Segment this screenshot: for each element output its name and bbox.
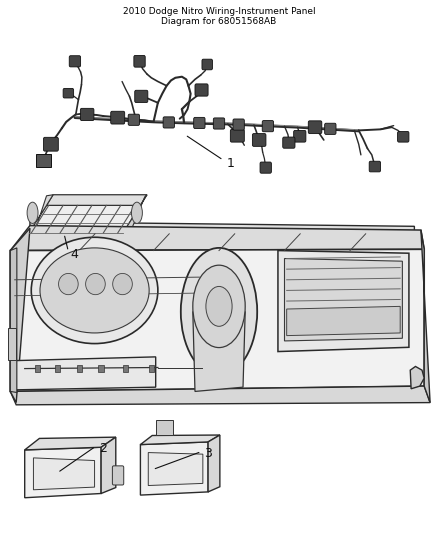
Polygon shape bbox=[278, 251, 409, 352]
Text: 1: 1 bbox=[227, 157, 235, 170]
FancyBboxPatch shape bbox=[262, 120, 274, 132]
FancyBboxPatch shape bbox=[111, 111, 125, 124]
Bar bbox=[77, 366, 82, 372]
FancyBboxPatch shape bbox=[202, 59, 212, 70]
FancyBboxPatch shape bbox=[194, 117, 205, 128]
FancyBboxPatch shape bbox=[43, 138, 58, 151]
Polygon shape bbox=[11, 386, 430, 405]
FancyBboxPatch shape bbox=[308, 121, 322, 134]
FancyBboxPatch shape bbox=[134, 55, 145, 67]
Ellipse shape bbox=[27, 202, 38, 223]
Polygon shape bbox=[285, 259, 403, 341]
Polygon shape bbox=[11, 225, 424, 251]
FancyBboxPatch shape bbox=[260, 162, 272, 173]
Bar bbox=[149, 366, 154, 372]
Polygon shape bbox=[123, 195, 147, 248]
Polygon shape bbox=[141, 442, 208, 495]
Polygon shape bbox=[25, 437, 116, 450]
FancyBboxPatch shape bbox=[230, 130, 244, 142]
Polygon shape bbox=[410, 367, 424, 389]
Ellipse shape bbox=[31, 237, 158, 344]
Bar bbox=[99, 366, 104, 372]
Polygon shape bbox=[29, 205, 141, 233]
Ellipse shape bbox=[131, 202, 142, 223]
FancyBboxPatch shape bbox=[233, 119, 244, 130]
Ellipse shape bbox=[40, 248, 149, 333]
Polygon shape bbox=[33, 458, 95, 490]
Ellipse shape bbox=[113, 273, 132, 295]
Bar bbox=[35, 366, 40, 372]
Ellipse shape bbox=[181, 248, 257, 375]
FancyBboxPatch shape bbox=[36, 154, 51, 166]
Ellipse shape bbox=[193, 265, 245, 348]
Polygon shape bbox=[141, 435, 220, 445]
FancyBboxPatch shape bbox=[29, 233, 123, 248]
FancyBboxPatch shape bbox=[69, 56, 81, 67]
Polygon shape bbox=[25, 447, 101, 498]
Polygon shape bbox=[193, 312, 245, 391]
Text: 2: 2 bbox=[99, 442, 107, 455]
FancyBboxPatch shape bbox=[213, 118, 225, 129]
FancyBboxPatch shape bbox=[398, 132, 409, 142]
Ellipse shape bbox=[206, 286, 232, 326]
FancyBboxPatch shape bbox=[128, 114, 140, 125]
FancyBboxPatch shape bbox=[195, 84, 208, 96]
Polygon shape bbox=[148, 453, 203, 486]
FancyBboxPatch shape bbox=[293, 131, 306, 142]
Polygon shape bbox=[11, 228, 30, 402]
Polygon shape bbox=[208, 435, 220, 492]
Polygon shape bbox=[155, 419, 173, 435]
Polygon shape bbox=[16, 357, 155, 390]
FancyBboxPatch shape bbox=[369, 161, 381, 172]
FancyBboxPatch shape bbox=[81, 108, 94, 120]
FancyBboxPatch shape bbox=[113, 466, 124, 485]
Ellipse shape bbox=[59, 273, 78, 295]
Polygon shape bbox=[46, 195, 147, 205]
Polygon shape bbox=[30, 222, 414, 233]
Bar bbox=[55, 366, 60, 372]
FancyBboxPatch shape bbox=[163, 117, 174, 128]
Text: 2010 Dodge Nitro Wiring-Instrument Panel
Diagram for 68051568AB: 2010 Dodge Nitro Wiring-Instrument Panel… bbox=[123, 7, 315, 27]
Bar bbox=[123, 366, 128, 372]
Ellipse shape bbox=[85, 273, 105, 295]
Polygon shape bbox=[11, 249, 424, 391]
Text: 4: 4 bbox=[71, 248, 78, 261]
FancyBboxPatch shape bbox=[63, 88, 74, 98]
Polygon shape bbox=[11, 248, 17, 392]
Text: 3: 3 bbox=[204, 447, 212, 460]
Polygon shape bbox=[101, 437, 116, 494]
FancyBboxPatch shape bbox=[252, 134, 266, 147]
FancyBboxPatch shape bbox=[283, 137, 295, 148]
Polygon shape bbox=[287, 306, 400, 336]
FancyBboxPatch shape bbox=[135, 90, 148, 102]
Polygon shape bbox=[421, 230, 430, 402]
FancyBboxPatch shape bbox=[325, 123, 336, 134]
Polygon shape bbox=[29, 195, 53, 248]
Polygon shape bbox=[8, 328, 15, 360]
